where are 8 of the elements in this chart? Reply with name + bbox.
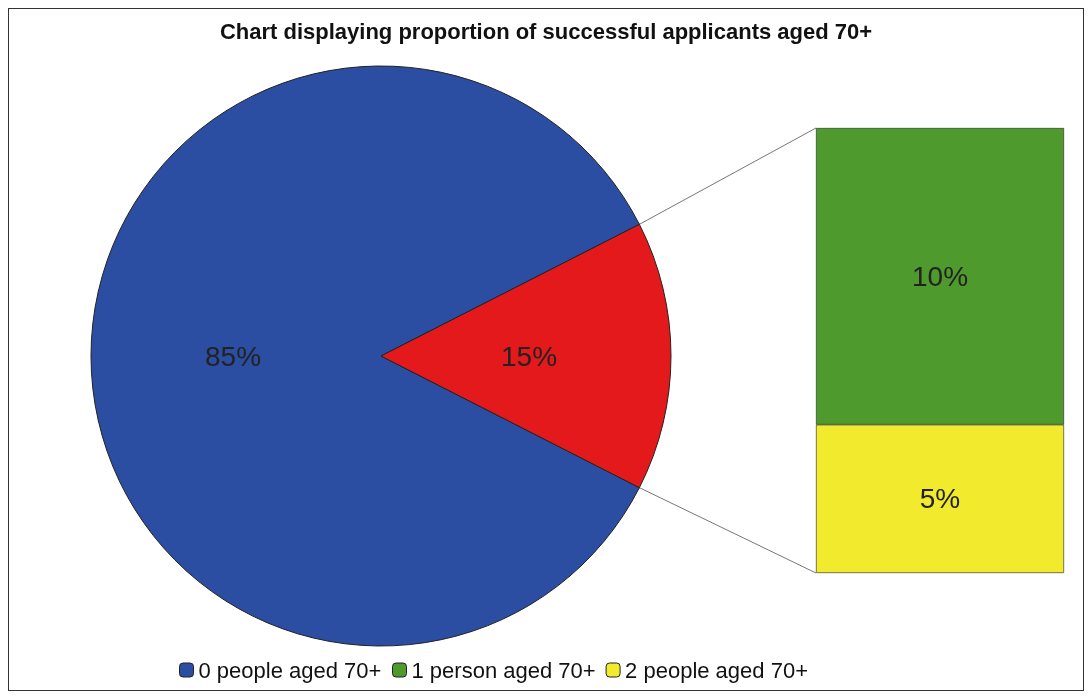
data-label: 15%	[500, 340, 558, 372]
legend-label: 2 people aged 70+	[625, 657, 809, 683]
legend-label: 0 people aged 70+	[198, 657, 382, 683]
data-label: 10%	[911, 260, 969, 292]
data-label: 85%	[204, 340, 262, 372]
data-label: 5%	[919, 483, 961, 515]
chart-title: Chart displaying proportion of successful applicants aged 70+	[219, 18, 873, 44]
legend-label: 1 person aged 70+	[411, 657, 596, 683]
